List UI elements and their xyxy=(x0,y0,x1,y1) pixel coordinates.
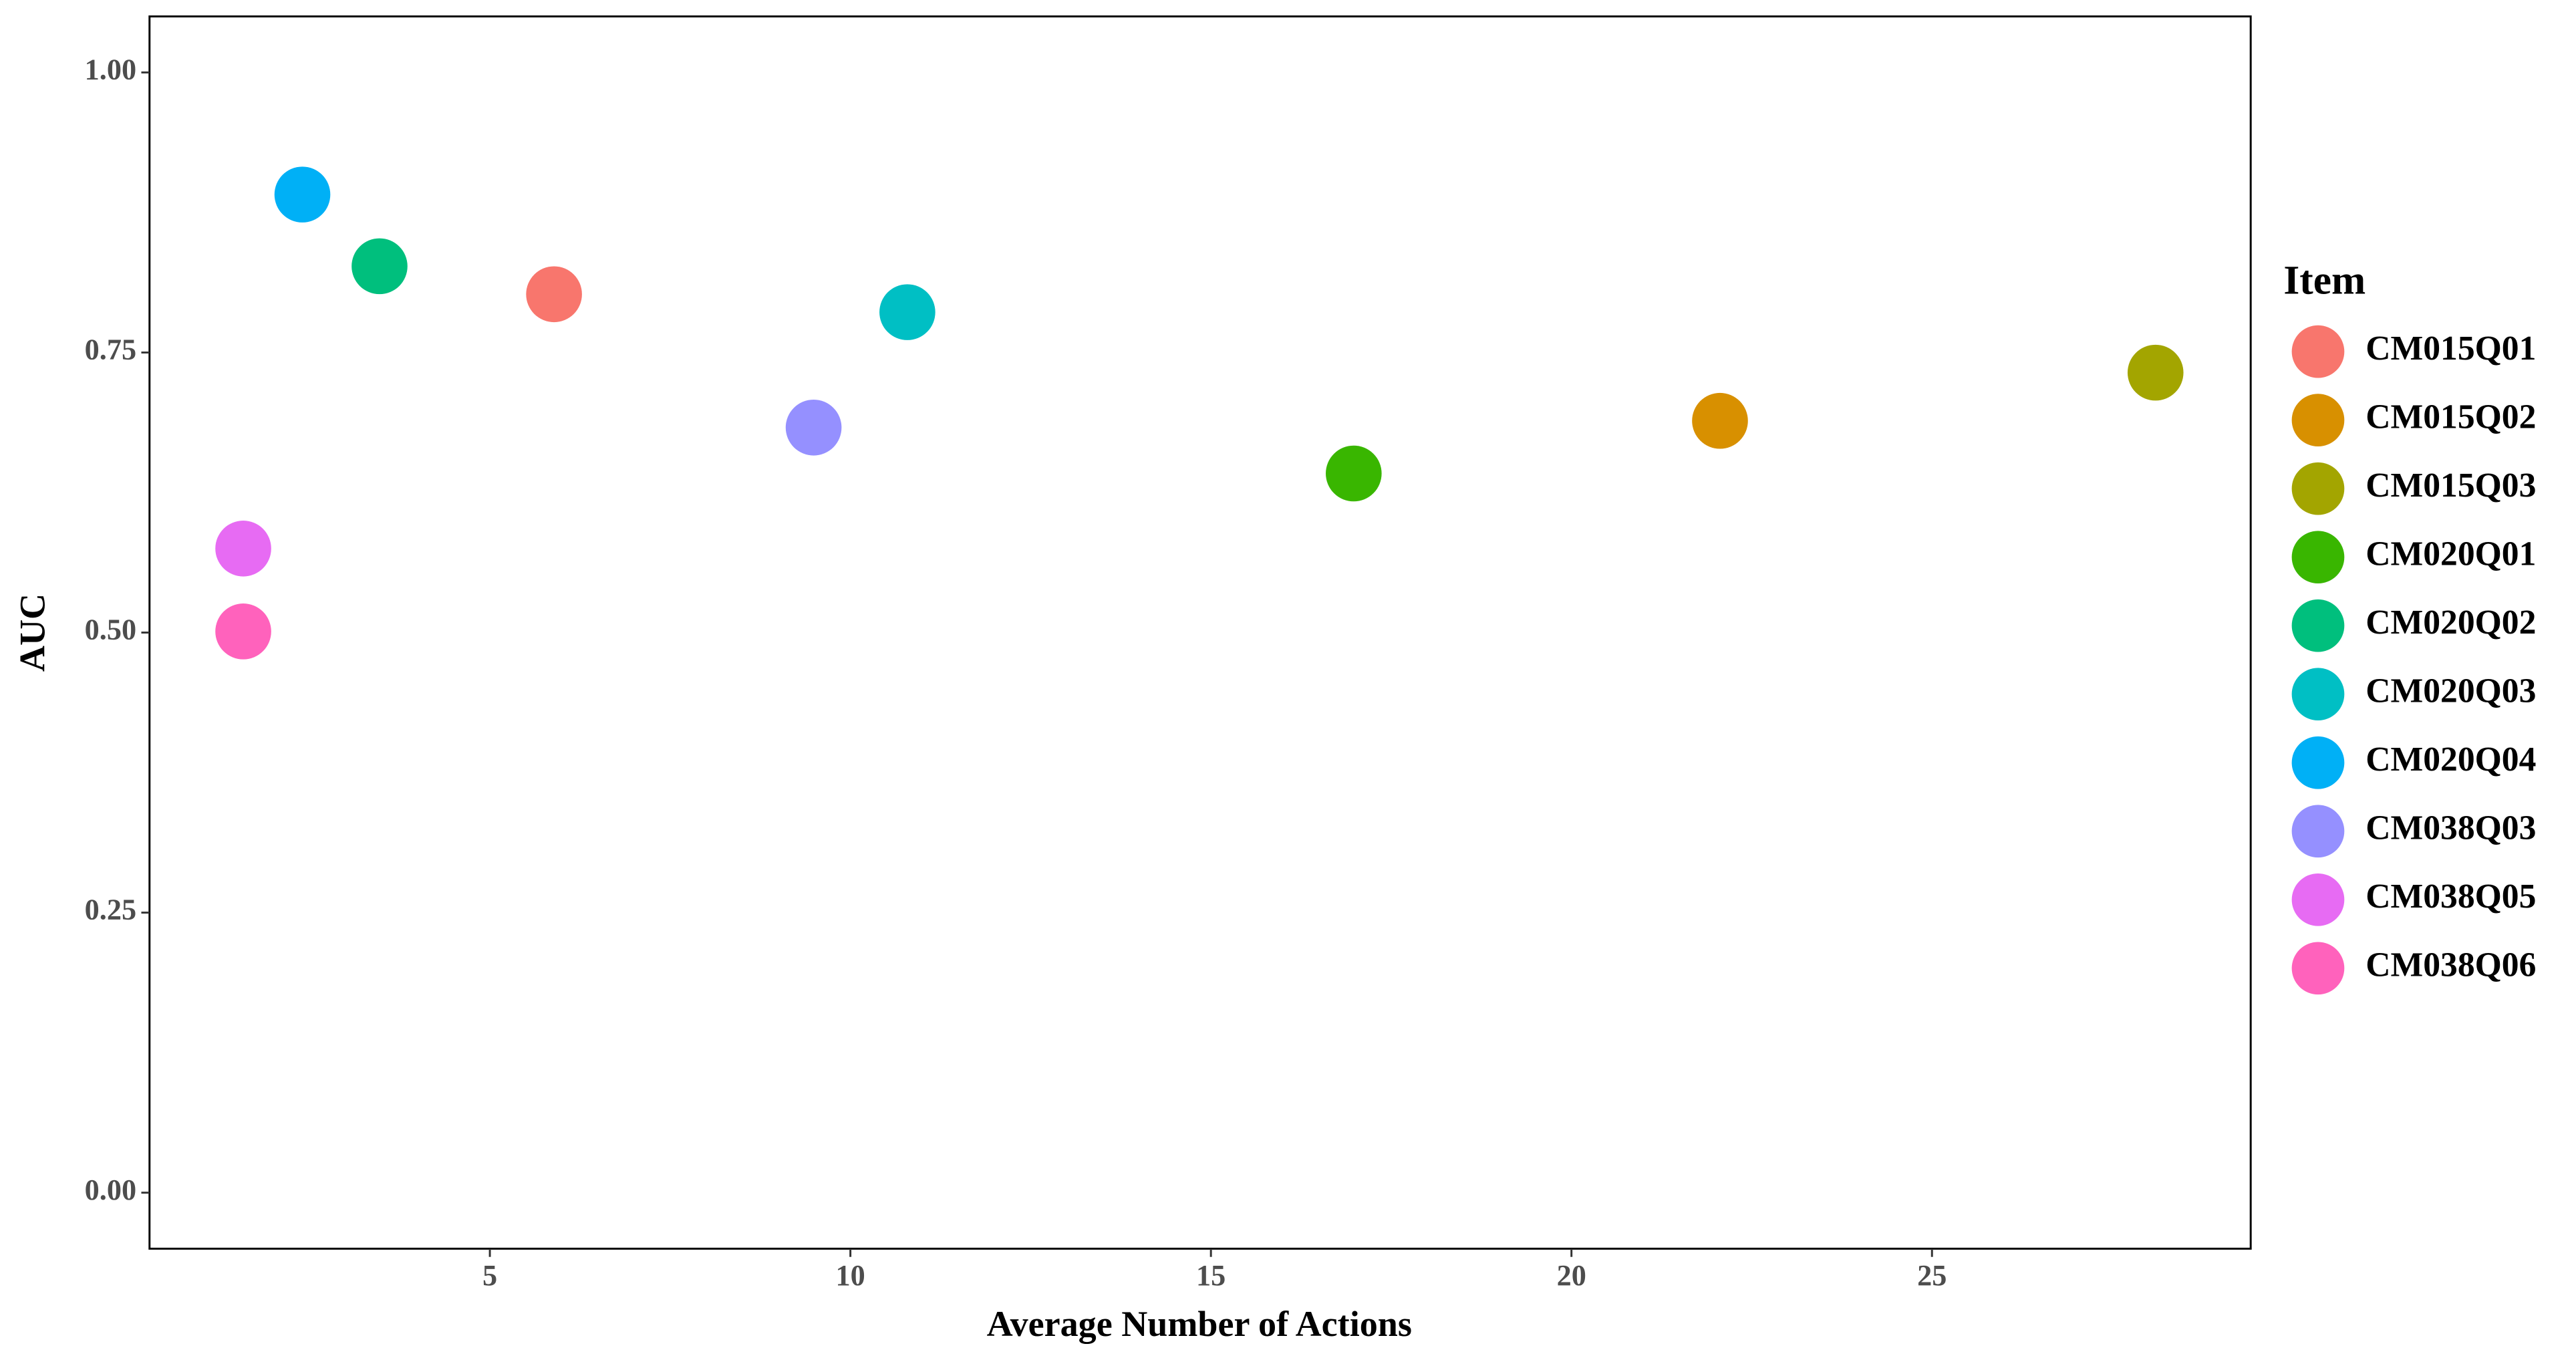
legend-swatch xyxy=(2291,462,2345,515)
point xyxy=(215,603,271,660)
x-tick-label: 20 xyxy=(1557,1259,1586,1292)
legend-swatch xyxy=(2291,805,2345,858)
point xyxy=(526,266,582,323)
point xyxy=(2127,344,2184,401)
legend-swatch xyxy=(2291,394,2345,446)
x-tick-label: 5 xyxy=(482,1259,497,1292)
legend-label: CM015Q03 xyxy=(2366,466,2536,505)
point xyxy=(879,284,936,340)
y-tick-label: 0.00 xyxy=(85,1174,136,1206)
point xyxy=(1326,445,1382,502)
legend-label: CM015Q01 xyxy=(2366,329,2536,368)
y-tick-label: 1.00 xyxy=(85,53,136,86)
legend-swatch xyxy=(2291,736,2345,789)
y-tick-label: 0.75 xyxy=(85,333,136,366)
legend-swatch xyxy=(2291,668,2345,721)
point xyxy=(1692,392,1748,449)
legend-swatch xyxy=(2291,942,2345,995)
x-tick-label: 25 xyxy=(1917,1259,1947,1292)
y-axis-title: AUC xyxy=(13,593,53,672)
legend-label: CM038Q06 xyxy=(2366,946,2536,984)
x-axis-title: Average Number of Actions xyxy=(987,1304,1412,1344)
point xyxy=(274,166,331,223)
legend-swatch xyxy=(2291,531,2345,584)
point xyxy=(215,521,271,577)
plot-panel xyxy=(148,15,2252,1250)
x-tick-label: 15 xyxy=(1196,1259,1226,1292)
legend-swatch xyxy=(2291,325,2345,378)
legend-swatch xyxy=(2291,599,2345,652)
legend-label: CM020Q03 xyxy=(2366,672,2536,710)
legend-label: CM020Q01 xyxy=(2366,535,2536,573)
x-tick-label: 10 xyxy=(835,1259,865,1292)
legend-title: Item xyxy=(2283,257,2366,303)
legend-label: CM020Q04 xyxy=(2366,740,2536,779)
point xyxy=(785,399,842,456)
legend-label: CM038Q05 xyxy=(2366,877,2536,916)
legend-swatch xyxy=(2291,873,2345,926)
y-tick-label: 0.50 xyxy=(85,613,136,646)
point xyxy=(351,238,408,295)
y-tick-label: 0.25 xyxy=(85,894,136,926)
legend-label: CM020Q02 xyxy=(2366,603,2536,642)
legend-label: CM015Q02 xyxy=(2366,398,2536,436)
legend-label: CM038Q03 xyxy=(2366,809,2536,847)
